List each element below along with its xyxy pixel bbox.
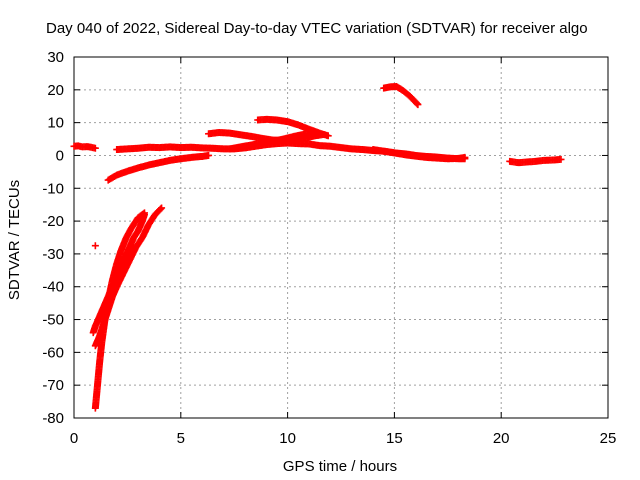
series-arc-hump-9-12 [254,115,332,140]
x-axis-label: GPS time / hours [283,458,397,475]
data-point [158,204,166,212]
chart-title: Day 040 of 2022, Sidereal Day-to-day VTE… [46,20,588,37]
data-point [91,242,99,250]
y-tick-label: 0 [56,147,64,164]
series-arc-evening [369,146,469,163]
y-tick-label: -10 [42,180,64,197]
series-arc-15h [380,83,422,109]
data-point [557,155,565,163]
series-arc-steep-2 [89,211,148,337]
y-tick-label: -80 [42,410,64,427]
y-tick-label: -20 [42,213,64,230]
series-arc-night [506,155,565,167]
x-tick-label: 5 [177,430,185,447]
data-point [461,153,469,161]
data-point [140,211,148,219]
y-tick-label: 30 [47,49,64,66]
axis-ticks: 0 5 10 15 20 25 -80 -70 -60 -50 -40 -30 -20 -10 0 10 20 3… [42,49,616,447]
data-point [311,130,319,138]
y-tick-label: -40 [42,279,64,296]
x-tick-label: 15 [386,430,403,447]
y-tick-label: -60 [42,344,64,361]
x-tick-label: 25 [600,430,617,447]
data-points [70,83,565,412]
y-tick-label: -30 [42,246,64,263]
y-tick-label: -50 [42,312,64,329]
data-point [91,144,99,152]
y-tick-label: -70 [42,377,64,394]
data-point [414,101,422,109]
y-tick-label: 20 [47,82,64,99]
x-tick-label: 20 [493,430,510,447]
x-tick-label: 0 [70,430,78,447]
grid-lines [74,57,608,418]
x-tick-label: 10 [279,430,296,447]
series-arc-rising [104,151,213,184]
series-arc-early-flat [70,142,99,152]
data-point [324,132,332,140]
y-axis-label: SDTVAR / TECUs [6,180,23,300]
y-tick-label: 10 [47,115,64,132]
series-outlier [91,242,99,250]
data-point [157,205,165,213]
series-arc-rise-7-11 [226,130,319,153]
series-arc-steep-3 [91,204,166,350]
plot-frame [73,56,609,419]
data-point [205,151,213,159]
